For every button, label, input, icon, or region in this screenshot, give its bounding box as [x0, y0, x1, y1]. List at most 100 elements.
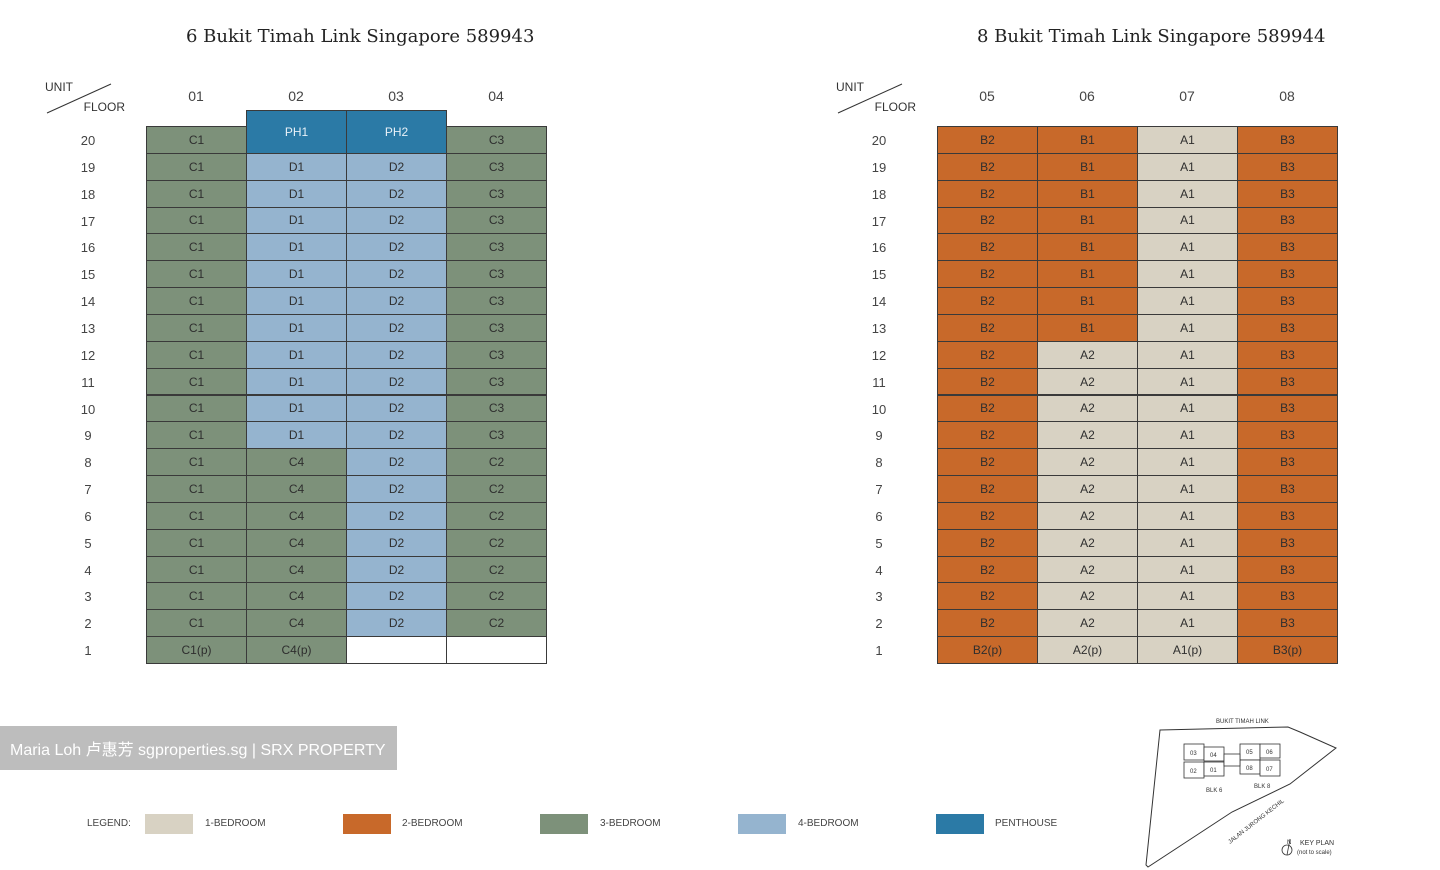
- unit-cell: B1: [1037, 152, 1138, 181]
- legend-label-2-bedroom: 2-BEDROOM: [402, 818, 463, 829]
- unit-cell: B1: [1037, 206, 1138, 235]
- floor-label-12: 12: [871, 347, 887, 363]
- unit-cell: A1: [1137, 501, 1238, 530]
- floor-label-5: 5: [875, 535, 883, 551]
- floor-label-19: 19: [80, 159, 96, 175]
- unit-cell: B3: [1237, 421, 1338, 450]
- floor-label-3: 3: [875, 589, 883, 605]
- unit-cell: B3: [1237, 448, 1338, 477]
- unit-column-header-03: 03: [388, 88, 404, 104]
- unit-cell: B3(p): [1237, 636, 1338, 664]
- unit-cell: C1: [146, 313, 247, 342]
- unit-cell: B2: [937, 394, 1038, 423]
- floor-label-6: 6: [875, 508, 883, 524]
- road-bukit-timah-link: BUKIT TIMAH LINK: [1216, 719, 1269, 725]
- unit-cell: C3: [446, 313, 547, 342]
- unit-cell: A2: [1037, 501, 1138, 530]
- unit-cell: C1: [146, 582, 247, 611]
- floor-label-10: 10: [871, 401, 887, 417]
- unit-cell: C1: [146, 179, 247, 208]
- floor-label-20: 20: [871, 133, 887, 148]
- floor-label-13: 13: [871, 320, 887, 336]
- block6-title: 6 Bukit Timah Link Singapore 589943: [186, 26, 535, 47]
- unit-cell: B3: [1237, 126, 1338, 154]
- unit-cell: C1: [146, 126, 247, 154]
- unit-cell: C3: [446, 126, 547, 154]
- unit-cell: A1(p): [1137, 636, 1238, 664]
- unit-label: UNIT: [836, 80, 864, 94]
- unit-cell: A1: [1137, 313, 1238, 342]
- floor-label-18: 18: [80, 186, 96, 202]
- unit-cell: C3: [446, 260, 547, 289]
- key-unit-06: 06: [1266, 750, 1273, 756]
- unit-cell: B3: [1237, 340, 1338, 369]
- unit-cell: B2: [937, 126, 1038, 154]
- unit-cell: C2: [446, 501, 547, 530]
- unit-cell: C1: [146, 233, 247, 262]
- unit-cell: A1: [1137, 367, 1238, 396]
- unit-cell: B1: [1037, 126, 1138, 154]
- unit-cell: A2: [1037, 475, 1138, 503]
- floor-label-2: 2: [84, 616, 92, 632]
- north-arrow-icon: [1281, 838, 1293, 856]
- unit-cell: C1: [146, 287, 247, 315]
- key-unit-04: 04: [1210, 753, 1217, 759]
- unit-cell: C1: [146, 260, 247, 289]
- unit-cell: C1: [146, 152, 247, 181]
- unit-cell: D2: [346, 475, 447, 503]
- unit-cell: A1: [1137, 126, 1238, 154]
- unit-cell: B2: [937, 287, 1038, 315]
- key-blk8-label: BLK 8: [1254, 784, 1271, 790]
- unit-cell: A1: [1137, 260, 1238, 289]
- unit-cell: B3: [1237, 287, 1338, 315]
- unit-cell: D1: [246, 313, 347, 342]
- unit-cell: B2: [937, 609, 1038, 638]
- unit-cell: B3: [1237, 367, 1338, 396]
- unit-cell: D2: [346, 287, 447, 315]
- unit-cell: C3: [446, 367, 547, 396]
- unit-cell: B1: [1037, 260, 1138, 289]
- floor-label-11: 11: [81, 374, 95, 390]
- unit-cell: C3: [446, 206, 547, 235]
- unit-cell: B1: [1037, 233, 1138, 262]
- unit-cell: B2: [937, 179, 1038, 208]
- unit-cell: D2: [346, 233, 447, 262]
- key-unit-07: 07: [1266, 767, 1273, 773]
- unit-cell: D1: [246, 206, 347, 235]
- unit-cell: C4: [246, 501, 347, 530]
- unit-cell: A2: [1037, 582, 1138, 611]
- floor-label-3: 3: [84, 589, 92, 605]
- unit-cell: B1: [1037, 313, 1138, 342]
- legend-label-penthouse: PENTHOUSE: [995, 818, 1058, 829]
- unit-cell: D2: [346, 448, 447, 477]
- unit-cell: D1: [246, 152, 347, 181]
- unit-cell: D2: [346, 260, 447, 289]
- unit-cell: A1: [1137, 609, 1238, 638]
- unit-cell: [446, 636, 547, 664]
- unit-cell: D2: [346, 555, 447, 584]
- floor-label-16: 16: [871, 240, 887, 256]
- unit-cell: A1: [1137, 555, 1238, 584]
- floor-label-14: 14: [80, 294, 96, 310]
- unit-cell: A1: [1137, 179, 1238, 208]
- unit-cell: C2: [446, 475, 547, 503]
- unit-cell: C4: [246, 609, 347, 638]
- unit-cell: C1: [146, 421, 247, 450]
- unit-cell: A1: [1137, 206, 1238, 235]
- unit-cell: B3: [1237, 528, 1338, 557]
- unit-cell: C4: [246, 528, 347, 557]
- legend-swatch-penthouse: [936, 814, 984, 834]
- legend-title: LEGEND:: [87, 818, 131, 829]
- unit-cell: B2: [937, 152, 1038, 181]
- unit-cell: B2: [937, 555, 1038, 584]
- key-plan-label: KEY PLAN: [1300, 840, 1334, 847]
- unit-column-header-07: 07: [1179, 88, 1195, 104]
- legend-swatch-2-bedroom: [343, 814, 391, 834]
- key-unit-02: 02: [1190, 769, 1197, 775]
- unit-cell: PH2: [346, 110, 447, 154]
- unit-cell: C4: [246, 555, 347, 584]
- floor-label-17: 17: [871, 213, 887, 229]
- unit-cell: C2: [446, 582, 547, 611]
- unit-cell: C1: [146, 340, 247, 369]
- unit-cell: A2: [1037, 448, 1138, 477]
